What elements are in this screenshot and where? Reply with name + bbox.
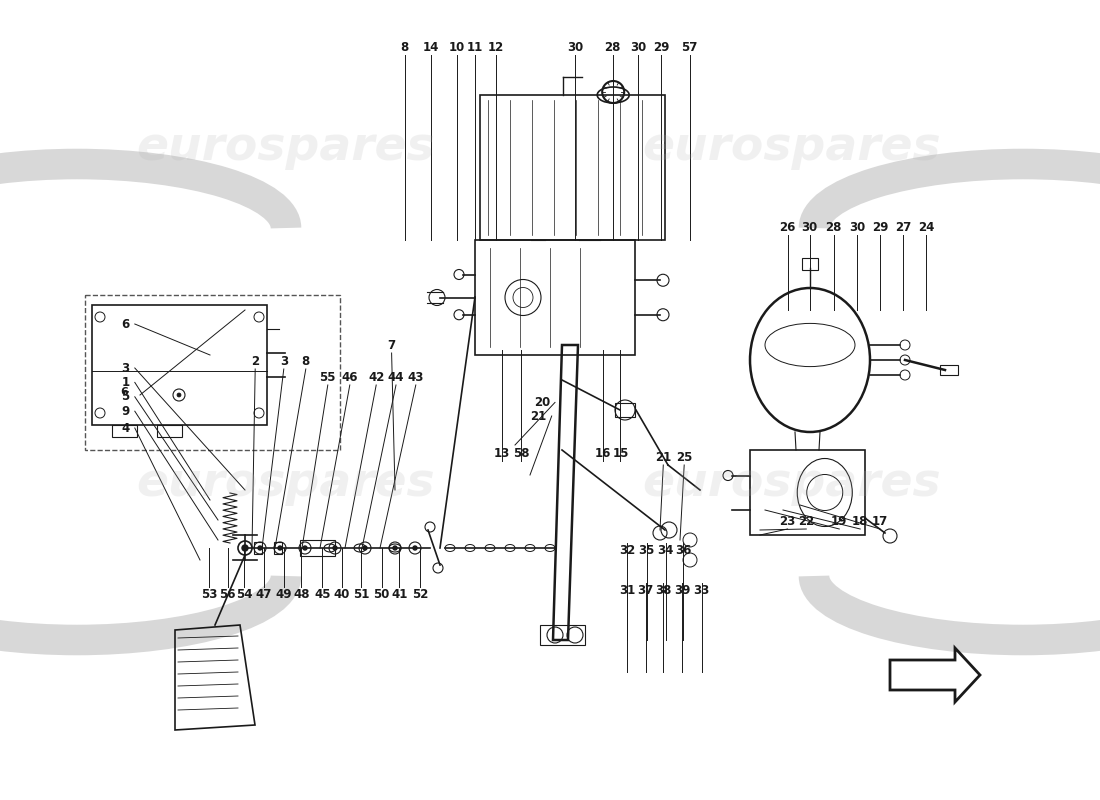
Text: 29: 29 <box>653 42 669 54</box>
Text: 31: 31 <box>619 584 635 597</box>
Text: 11: 11 <box>468 42 483 54</box>
Text: 48: 48 <box>293 588 310 601</box>
Text: 44: 44 <box>387 371 405 384</box>
Text: 16: 16 <box>595 447 610 460</box>
Text: eurospares: eurospares <box>642 462 942 506</box>
Bar <box>750 450 865 535</box>
Text: 8: 8 <box>301 355 310 368</box>
Text: 26: 26 <box>780 221 795 234</box>
Text: 56: 56 <box>219 588 235 601</box>
Text: 30: 30 <box>849 221 865 234</box>
Text: 34: 34 <box>658 544 673 557</box>
Text: eurospares: eurospares <box>136 126 436 170</box>
Text: 33: 33 <box>694 584 710 597</box>
Text: 53: 53 <box>201 588 217 601</box>
Text: 36: 36 <box>675 544 691 557</box>
Text: 10: 10 <box>449 42 464 54</box>
Text: 14: 14 <box>424 42 439 54</box>
Text: 41: 41 <box>392 588 407 601</box>
Text: 15: 15 <box>613 447 628 460</box>
Text: 7: 7 <box>387 339 396 352</box>
Circle shape <box>242 545 248 551</box>
Text: 24: 24 <box>918 221 934 234</box>
Text: 42: 42 <box>368 371 384 384</box>
Bar <box>85 295 340 450</box>
Text: 35: 35 <box>639 544 654 557</box>
Circle shape <box>258 546 262 550</box>
Text: 45: 45 <box>315 588 330 601</box>
Text: 55: 55 <box>320 371 337 384</box>
Text: 49: 49 <box>275 588 293 601</box>
Text: 30: 30 <box>802 221 817 234</box>
Text: 3: 3 <box>122 362 130 374</box>
Text: 40: 40 <box>334 588 350 601</box>
Text: 57: 57 <box>682 42 697 54</box>
Bar <box>480 95 666 240</box>
Text: 6: 6 <box>121 318 130 330</box>
Bar <box>615 403 635 417</box>
Text: 25: 25 <box>676 451 692 464</box>
Text: 12: 12 <box>488 42 504 54</box>
Bar <box>475 240 635 355</box>
Text: 17: 17 <box>872 515 888 528</box>
Circle shape <box>177 393 182 397</box>
Text: 30: 30 <box>630 42 646 54</box>
Text: 47: 47 <box>256 588 272 601</box>
Bar <box>802 258 818 270</box>
Text: 39: 39 <box>674 584 690 597</box>
Text: 28: 28 <box>826 221 842 234</box>
Text: 3: 3 <box>279 355 288 368</box>
Bar <box>540 625 585 645</box>
Text: 28: 28 <box>605 42 620 54</box>
Text: 22: 22 <box>799 515 814 528</box>
Text: 9: 9 <box>121 405 130 418</box>
Bar <box>254 542 262 554</box>
Circle shape <box>412 546 417 550</box>
Text: 29: 29 <box>872 221 888 234</box>
Bar <box>274 542 282 554</box>
Bar <box>92 305 267 425</box>
Text: 5: 5 <box>121 390 130 403</box>
Bar <box>940 365 958 375</box>
Text: 43: 43 <box>408 371 424 384</box>
Bar <box>112 425 138 437</box>
Text: 38: 38 <box>656 584 671 597</box>
Text: 50: 50 <box>374 588 389 601</box>
Circle shape <box>278 546 282 550</box>
Text: 21: 21 <box>530 410 547 422</box>
Text: 32: 32 <box>619 544 635 557</box>
Text: 19: 19 <box>832 515 847 528</box>
Text: 51: 51 <box>353 588 369 601</box>
Text: 37: 37 <box>638 584 653 597</box>
Text: eurospares: eurospares <box>136 462 436 506</box>
Text: 23: 23 <box>780 515 795 528</box>
Circle shape <box>333 546 337 550</box>
Bar <box>300 540 336 556</box>
Text: 6: 6 <box>120 387 128 397</box>
Text: 52: 52 <box>412 588 428 601</box>
Text: 1: 1 <box>122 376 130 389</box>
Text: 58: 58 <box>513 447 530 460</box>
Circle shape <box>393 546 397 550</box>
Bar <box>157 425 182 437</box>
Text: 13: 13 <box>494 447 509 460</box>
Text: 20: 20 <box>534 396 550 409</box>
Text: 30: 30 <box>568 42 583 54</box>
Text: 46: 46 <box>341 371 359 384</box>
Text: 18: 18 <box>852 515 868 528</box>
Text: 8: 8 <box>400 42 409 54</box>
Circle shape <box>302 546 307 550</box>
Text: eurospares: eurospares <box>642 126 942 170</box>
Text: 2: 2 <box>251 355 260 368</box>
Text: 27: 27 <box>895 221 911 234</box>
Text: 21: 21 <box>656 451 671 464</box>
Text: 54: 54 <box>236 588 253 601</box>
Text: 4: 4 <box>121 422 130 434</box>
Circle shape <box>363 546 367 550</box>
